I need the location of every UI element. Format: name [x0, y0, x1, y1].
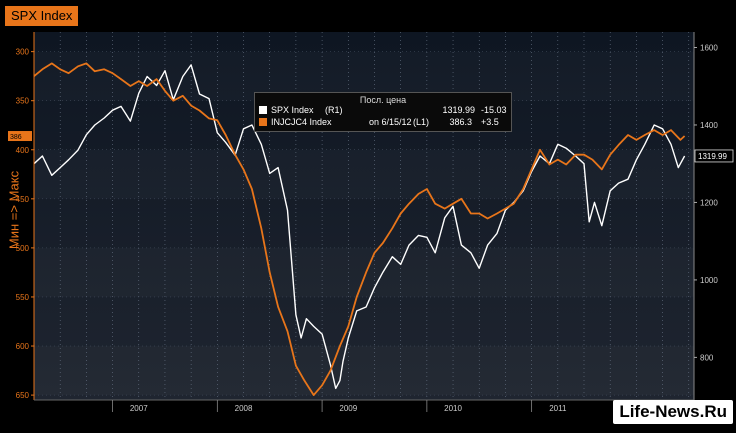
legend-axis-injcjc4: (L1)	[413, 117, 430, 127]
legend: Посл. цена SPX Index (R1) 1319.99 -15.03…	[254, 92, 512, 132]
left-axis-label-container: Мин => Макс	[4, 140, 24, 280]
x-axis-tick-label: 2008	[235, 404, 253, 413]
left-axis-tick-label: 350	[16, 97, 30, 106]
legend-date-injcjc4: on 6/15/12	[369, 117, 412, 127]
left-axis-label: Мин => Макс	[6, 170, 22, 250]
legend-change-injcjc4: +3.5	[481, 117, 499, 127]
right-axis-tick-label: 1600	[700, 43, 718, 52]
right-axis-tick-label: 1200	[700, 198, 718, 207]
left-axis-tick-label: 500	[16, 244, 30, 253]
chart-title: SPX Index	[5, 6, 79, 26]
legend-name-injcjc4: INJCJC4 Index	[271, 117, 332, 127]
legend-header: Посл. цена	[359, 95, 407, 105]
left-axis-tick-label: 550	[16, 293, 30, 302]
right-current-value-label: 1319.99	[698, 152, 727, 161]
legend-axis-spx: (R1)	[325, 105, 343, 115]
x-axis-tick-label: 2007	[130, 404, 148, 413]
legend-row-spx: SPX Index (R1) 1319.99 -15.03	[259, 105, 507, 117]
watermark-logo: Life-News.Ru	[613, 400, 733, 424]
left-current-value-box	[8, 131, 32, 142]
left-axis-tick-label: 650	[16, 391, 30, 400]
left-axis-tick-label: 600	[16, 342, 30, 351]
legend-name-spx: SPX Index	[271, 105, 314, 115]
series-line-injcjc4	[33, 62, 686, 397]
right-axis-tick-label: 800	[700, 353, 714, 362]
legend-last-injcjc4: 386.3	[449, 117, 472, 127]
right-axis-tick-label: 1000	[700, 276, 718, 285]
grid-band	[34, 248, 694, 297]
x-axis-tick-label: 2010	[444, 404, 462, 413]
left-axis-tick-label: 450	[16, 195, 30, 204]
grid-band	[34, 346, 694, 395]
legend-last-spx: 1319.99	[442, 105, 475, 115]
x-axis-tick-label: 2011	[549, 404, 567, 413]
left-axis-tick-label: 300	[16, 48, 30, 57]
legend-swatch-injcjc4	[259, 118, 267, 126]
legend-change-spx: -15.03	[481, 105, 507, 115]
legend-row-injcjc4: INJCJC4 Index on 6/15/12 (L1) 386.3 +3.5	[259, 117, 507, 129]
x-axis-tick-label: 2009	[339, 404, 357, 413]
series-line-spx	[33, 64, 686, 390]
legend-swatch-spx	[259, 106, 267, 114]
left-axis-tick-label: 400	[16, 146, 30, 155]
right-current-value-box	[694, 149, 734, 163]
right-axis-tick-label: 1400	[700, 121, 718, 130]
left-current-value-label: 386	[10, 134, 22, 141]
grid-band	[34, 150, 694, 199]
